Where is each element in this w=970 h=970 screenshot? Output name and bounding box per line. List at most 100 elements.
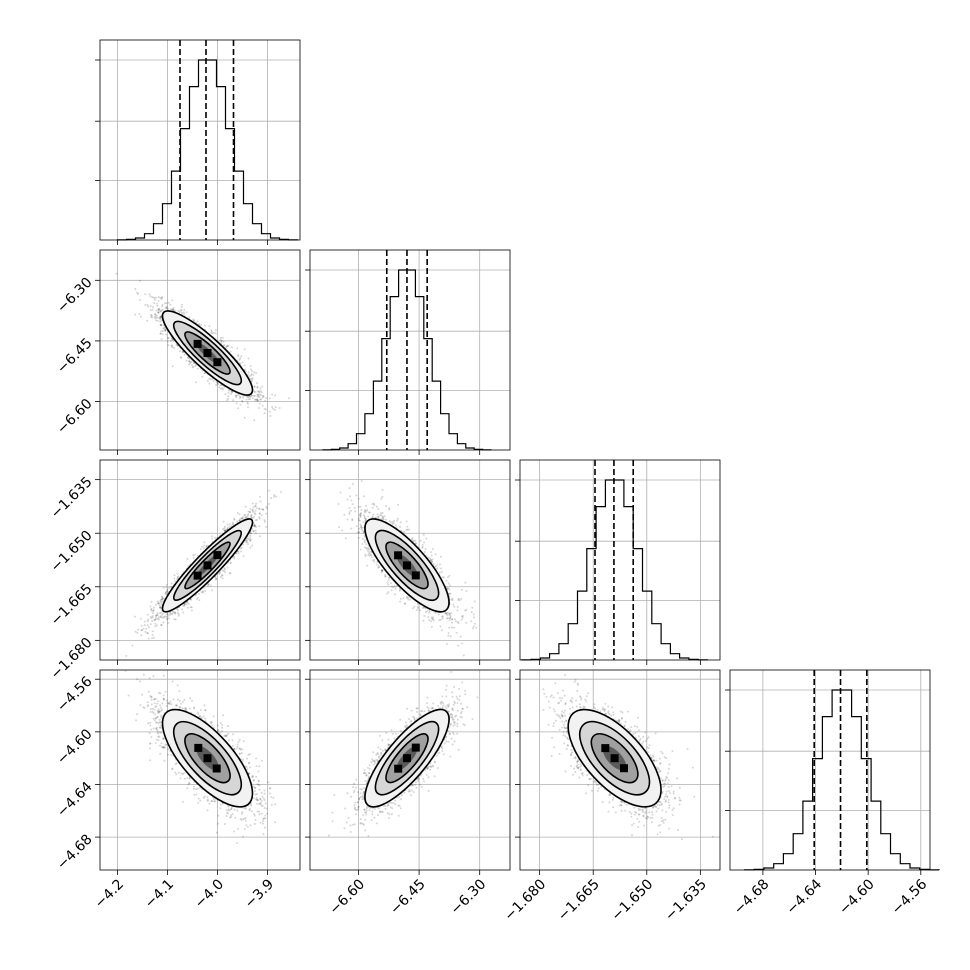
sample-point bbox=[159, 296, 162, 299]
sample-point bbox=[240, 517, 243, 520]
sample-point bbox=[223, 527, 226, 530]
sample-point bbox=[161, 305, 164, 308]
sample-point bbox=[203, 372, 206, 375]
sample-point bbox=[160, 611, 163, 614]
sample-point bbox=[208, 377, 211, 380]
sample-point bbox=[265, 512, 268, 515]
sample-point bbox=[202, 547, 205, 550]
sample-point bbox=[251, 544, 254, 547]
sample-point bbox=[162, 621, 165, 624]
sample-point bbox=[253, 371, 256, 374]
sample-point bbox=[189, 362, 191, 365]
sample-point bbox=[239, 396, 242, 398]
sample-point bbox=[171, 612, 174, 615]
sample-point bbox=[177, 575, 180, 578]
sample-point bbox=[247, 357, 250, 360]
sample-point bbox=[160, 319, 163, 322]
sample-point bbox=[238, 519, 241, 522]
sample-point bbox=[210, 332, 213, 334]
sample-point bbox=[245, 398, 248, 401]
sample-point bbox=[147, 305, 150, 308]
sample-point bbox=[157, 308, 160, 311]
sample-point bbox=[265, 505, 268, 508]
sample-point bbox=[202, 590, 205, 593]
sample-point bbox=[159, 320, 162, 323]
sample-point bbox=[150, 316, 153, 319]
sample-point bbox=[155, 296, 158, 299]
sample-point bbox=[233, 555, 235, 558]
sample-point bbox=[258, 507, 260, 510]
sample-point bbox=[160, 624, 163, 626]
sample-point bbox=[183, 353, 186, 356]
sample-point bbox=[185, 359, 188, 362]
sample-point bbox=[245, 515, 248, 518]
contour-line bbox=[161, 310, 254, 396]
sample-point bbox=[268, 397, 271, 400]
sample-point bbox=[271, 393, 274, 396]
sample-point bbox=[180, 356, 183, 359]
sample-point bbox=[151, 637, 154, 640]
sample-point bbox=[208, 325, 211, 327]
sample-point bbox=[225, 345, 228, 348]
sample-point bbox=[187, 565, 190, 568]
sample-point bbox=[256, 398, 259, 401]
sample-point bbox=[146, 632, 149, 635]
y-tick-label: −6.30 bbox=[54, 275, 96, 317]
sample-point bbox=[154, 622, 157, 625]
sample-point bbox=[183, 308, 186, 311]
sample-point bbox=[161, 296, 164, 299]
sample-point bbox=[239, 403, 242, 406]
sample-point bbox=[241, 516, 244, 518]
sample-point bbox=[254, 398, 257, 401]
sample-point bbox=[159, 315, 162, 318]
sample-point bbox=[261, 404, 264, 407]
sample-point bbox=[187, 602, 190, 605]
sample-point bbox=[151, 296, 153, 299]
sample-point bbox=[254, 505, 257, 508]
sample-point bbox=[164, 615, 167, 618]
sample-point bbox=[165, 306, 168, 309]
sample-point bbox=[258, 393, 261, 396]
sample-point bbox=[224, 393, 227, 396]
sample-point bbox=[254, 509, 257, 512]
sample-point bbox=[166, 588, 169, 591]
sample-point bbox=[251, 370, 253, 372]
sample-point bbox=[183, 604, 186, 607]
sample-point bbox=[181, 351, 184, 354]
sample-point bbox=[167, 344, 170, 347]
sample-point bbox=[249, 511, 252, 514]
sample-point bbox=[209, 584, 212, 587]
sample-point bbox=[207, 583, 210, 586]
contour-line bbox=[172, 320, 243, 386]
sample-point bbox=[198, 599, 201, 602]
sample-point bbox=[160, 296, 163, 299]
sample-point bbox=[160, 324, 162, 326]
panel-1-0: −6.60−6.45−6.30 bbox=[54, 249, 301, 455]
sample-point bbox=[241, 517, 244, 520]
sample-point bbox=[211, 378, 214, 381]
sample-point bbox=[158, 316, 161, 319]
sample-point bbox=[250, 374, 253, 377]
sample-point bbox=[201, 545, 204, 548]
sample-point bbox=[146, 613, 149, 616]
sample-point bbox=[253, 419, 256, 422]
sample-point bbox=[185, 311, 188, 314]
sample-point bbox=[243, 416, 246, 419]
sample-point bbox=[211, 537, 214, 540]
sample-point bbox=[179, 356, 182, 359]
sample-point bbox=[224, 571, 227, 574]
sample-point bbox=[154, 618, 157, 621]
sample-point bbox=[254, 391, 257, 394]
sample-point bbox=[134, 288, 137, 290]
sample-point bbox=[177, 614, 180, 617]
sample-point bbox=[262, 394, 264, 397]
sample-point bbox=[157, 602, 160, 605]
sample-point bbox=[219, 387, 222, 390]
sample-point bbox=[192, 557, 195, 559]
sample-point bbox=[164, 307, 167, 310]
panel-0-0 bbox=[95, 39, 301, 245]
sample-point bbox=[251, 508, 254, 511]
sample-point bbox=[248, 395, 251, 398]
sample-point bbox=[152, 306, 154, 309]
sample-point bbox=[211, 589, 214, 592]
